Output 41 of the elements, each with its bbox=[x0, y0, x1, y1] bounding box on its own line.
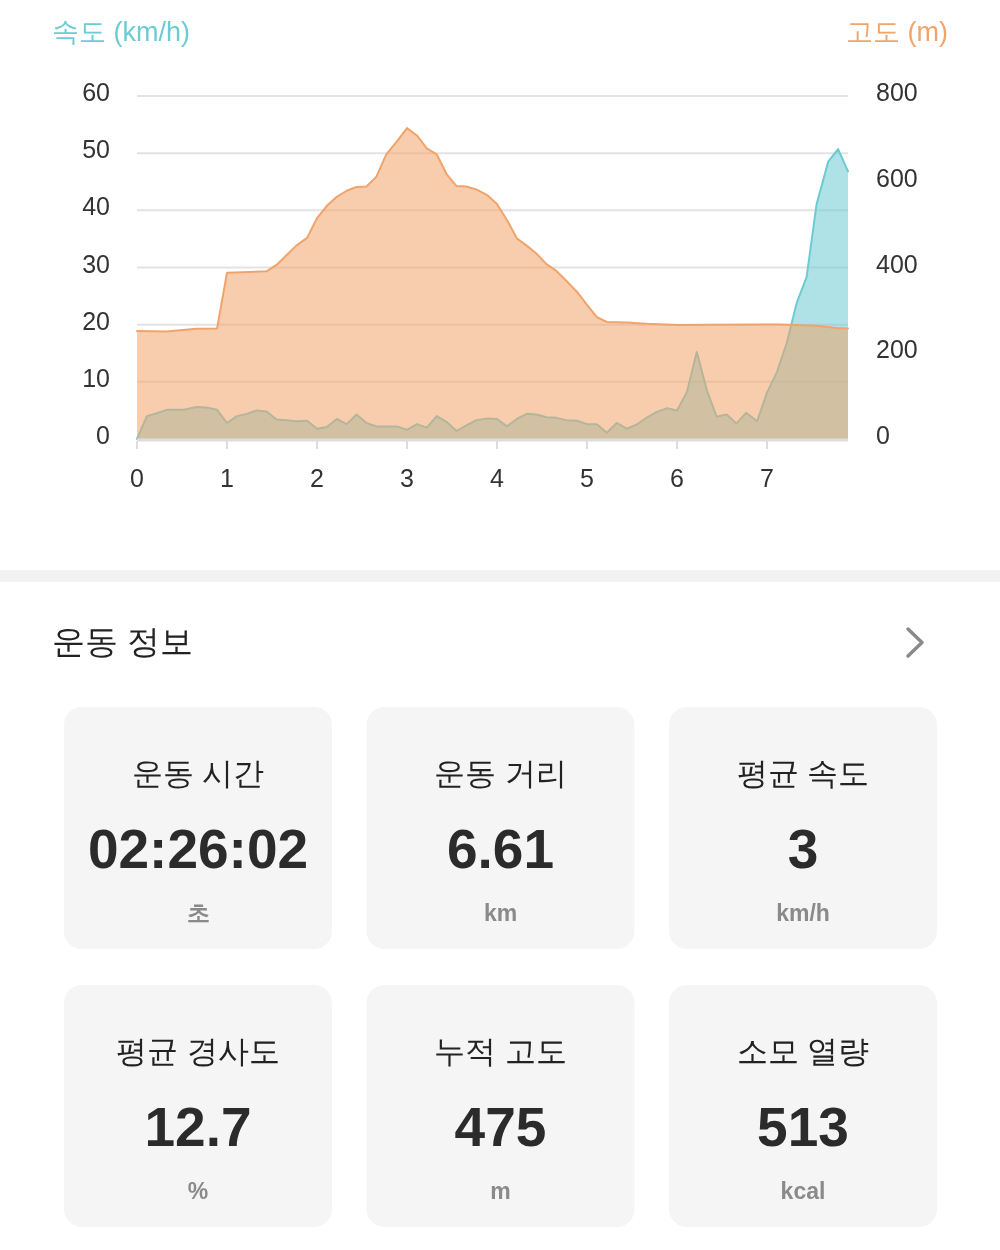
card-unit: 초 bbox=[186, 900, 210, 926]
card-value: 02:26:02 bbox=[87, 818, 309, 880]
x-tick-label: 2 bbox=[310, 464, 324, 492]
y-tick-label: 0 bbox=[96, 421, 110, 449]
x-tick-label: 7 bbox=[760, 464, 774, 492]
x-tick-label: 0 bbox=[130, 464, 144, 492]
x-tick-label: 5 bbox=[580, 464, 594, 492]
y-axis-title: 속도 (km/h) bbox=[52, 17, 190, 47]
section-title: 운동 정보 bbox=[52, 622, 194, 660]
card-unit: kcal bbox=[780, 1178, 826, 1204]
x-tick-label: 1 bbox=[220, 464, 234, 492]
y2-tick-label: 800 bbox=[876, 78, 918, 106]
card-value: 3 bbox=[787, 818, 819, 880]
y2-tick-label: 0 bbox=[876, 421, 890, 449]
x-tick-label: 6 bbox=[670, 464, 684, 492]
y2-tick-label: 600 bbox=[876, 163, 918, 192]
card-value: 513 bbox=[757, 1096, 849, 1158]
card-value: 475 bbox=[454, 1096, 547, 1158]
card-unit: km bbox=[483, 900, 518, 926]
y-tick-label: 10 bbox=[82, 363, 110, 392]
y2-axis-title: 고도 (m) bbox=[846, 17, 948, 47]
card-label: 운동 시간 bbox=[131, 755, 265, 791]
card-value: 6.61 bbox=[447, 818, 554, 880]
card-label: 평균 속도 bbox=[736, 755, 870, 791]
y-tick-label: 60 bbox=[82, 78, 110, 106]
y2-tick-label: 200 bbox=[876, 335, 918, 364]
card-value: 12.7 bbox=[144, 1096, 252, 1158]
card-label: 운동 거리 bbox=[434, 755, 567, 791]
card-unit: % bbox=[187, 1178, 209, 1204]
y-tick-label: 40 bbox=[82, 192, 110, 221]
card-label: 소모 열량 bbox=[736, 1033, 870, 1069]
y-tick-label: 20 bbox=[82, 306, 110, 335]
card-label: 누적 고도 bbox=[434, 1033, 567, 1069]
y-tick-label: 50 bbox=[82, 135, 110, 164]
x-tick-label: 3 bbox=[400, 464, 414, 492]
y2-tick-label: 400 bbox=[876, 249, 918, 278]
card-unit: km/h bbox=[776, 900, 830, 926]
card-unit: m bbox=[490, 1178, 511, 1204]
card-label: 평균 경사도 bbox=[116, 1033, 280, 1069]
y-tick-label: 30 bbox=[82, 249, 110, 278]
x-tick-label: 4 bbox=[490, 464, 504, 492]
